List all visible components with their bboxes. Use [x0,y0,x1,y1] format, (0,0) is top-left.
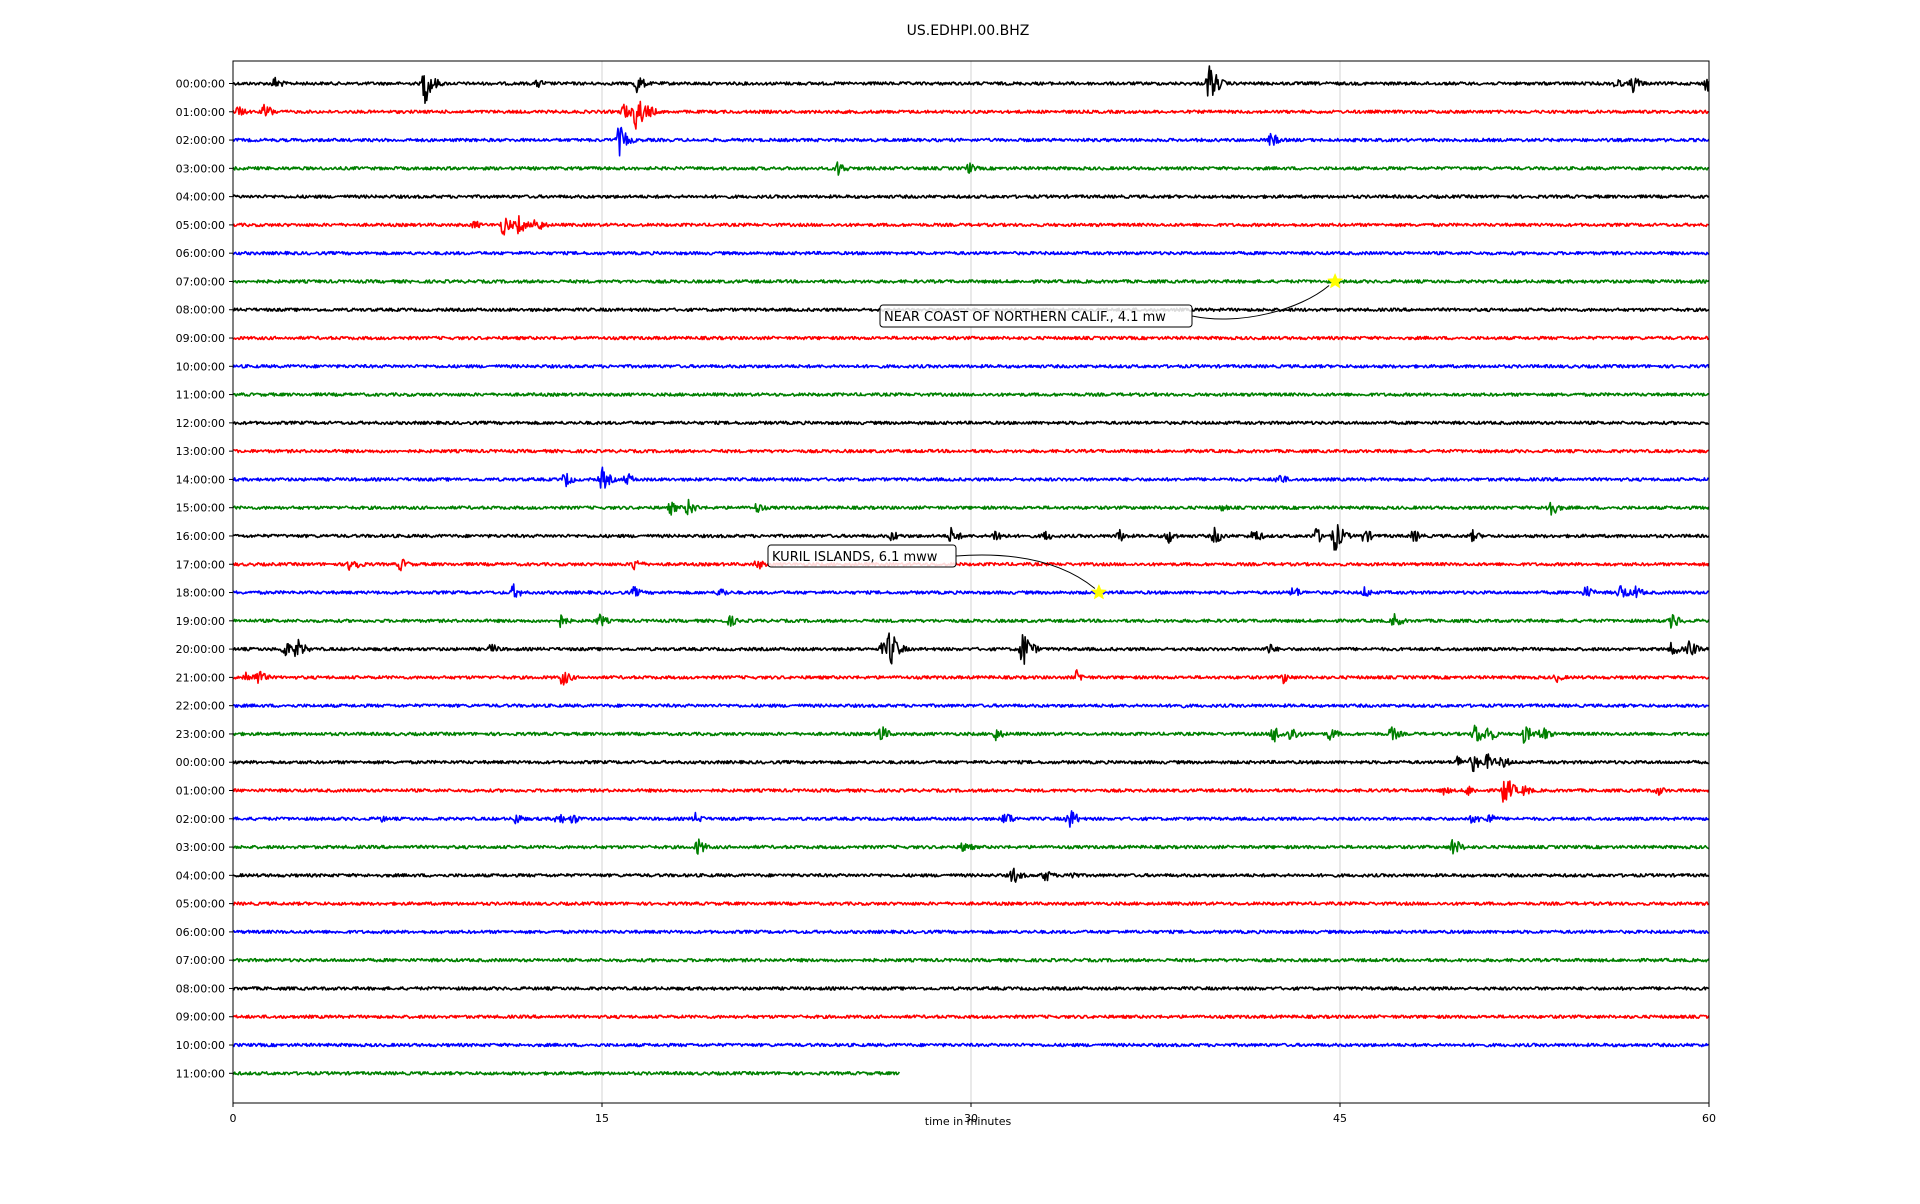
seismogram-trace [232,250,1710,256]
row-time-label: 06:00:00 [176,926,225,939]
seismogram-trace [232,1042,1710,1048]
seismogram-trace [232,780,1710,803]
row-time-label: 02:00:00 [176,813,225,826]
row-time-label: 01:00:00 [176,106,225,119]
seismogram-trace [232,420,1710,426]
row-time-label: 19:00:00 [176,615,225,628]
seismogram-trace [232,1014,1710,1020]
seismogram-trace [232,810,1710,828]
row-time-label: 13:00:00 [176,445,225,458]
seismogram-trace [232,448,1709,454]
seismogram-trace [232,703,1710,709]
row-time-label: 06:00:00 [176,247,225,260]
row-time-label: 03:00:00 [176,841,225,854]
event-star-icon [1326,272,1344,289]
seismogram-traces [232,65,1710,1076]
row-time-label: 03:00:00 [176,162,225,175]
row-time-label: 04:00:00 [176,191,225,204]
event-connector [955,554,1096,589]
row-time-label: 09:00:00 [176,1011,225,1024]
row-time-label: 11:00:00 [176,1067,225,1080]
event-label: NEAR COAST OF NORTHERN CALIF., 4.1 mw [884,310,1166,325]
event-label: KURIL ISLANDS, 6.1 mww [772,550,938,565]
row-time-label: 07:00:00 [176,275,225,288]
x-tick-label: 15 [595,1112,609,1125]
row-time-label: 02:00:00 [176,134,225,147]
seismogram-trace [232,363,1710,369]
seismogram-trace [232,523,1710,551]
row-time-label: 20:00:00 [176,643,225,656]
seismogram-trace [232,466,1710,489]
seismogram-trace [232,901,1710,907]
event-annotations: NEAR COAST OF NORTHERN CALIF., 4.1 mw KUR… [767,272,1344,600]
event-label-box [767,544,957,568]
x-tick-label: 30 [964,1112,978,1125]
row-time-label: 10:00:00 [176,1039,225,1052]
x-tick-label: 0 [230,1112,237,1125]
seismogram-trace [232,632,1710,665]
seismogram-trace [232,957,1710,963]
seismogram-trace [232,1071,901,1076]
row-time-label: 16:00:00 [176,530,225,543]
seismogram-trace [232,929,1709,935]
row-time-label: 14:00:00 [176,473,225,486]
row-time-label: 22:00:00 [176,700,225,713]
seismogram-trace [232,126,1710,157]
row-time-label: 11:00:00 [176,389,225,402]
grid-lines [601,61,1341,1103]
row-time-label: 23:00:00 [176,728,225,741]
chart-title: US.EDHPI.00.BHZ [907,23,1030,39]
x-axis-ticks: 0 15 30 45 60 [230,1103,1716,1125]
seismogram-trace [232,100,1710,130]
row-time-label: 18:00:00 [176,587,225,600]
seismogram-trace [232,161,1710,176]
seismogram-trace [232,986,1709,991]
seismogram-trace [232,558,1710,572]
seismogram-trace [232,838,1710,855]
x-tick-label: 60 [1702,1112,1716,1125]
x-axis-label: time in minutes [925,1115,1012,1128]
row-time-label: 12:00:00 [176,417,225,430]
seismogram-trace [232,724,1710,744]
seismogram-trace [232,392,1709,397]
seismogram-trace [232,669,1710,686]
row-time-label: 17:00:00 [176,558,225,571]
row-time-label: 05:00:00 [176,219,225,232]
row-time-label: 08:00:00 [176,982,225,995]
row-time-label: 00:00:00 [176,756,225,769]
x-tick-label: 45 [1333,1112,1347,1125]
row-time-label: 21:00:00 [176,671,225,684]
seismogram-trace [232,215,1710,236]
seismogram-trace [232,753,1709,773]
seismogram-trace [232,278,1710,284]
row-time-labels: 00:00:00 01:00:00 02:00:00 03:00:00 04:00:00… [176,78,233,1080]
seismogram-trace [232,335,1710,341]
row-time-label: 09:00:00 [176,332,225,345]
seismogram-trace [232,65,1710,104]
seismogram-trace [232,194,1710,199]
seismogram-trace [232,612,1710,629]
row-time-label: 10:00:00 [176,360,225,373]
row-time-label: 00:00:00 [176,78,225,91]
event-label-box [879,304,1193,328]
seismogram-trace [232,498,1710,516]
row-time-label: 01:00:00 [176,785,225,798]
seismogram-trace [232,867,1710,883]
row-time-label: 15:00:00 [176,502,225,515]
row-time-label: 05:00:00 [176,898,225,911]
event-star-icon [1090,583,1108,600]
row-time-label: 07:00:00 [176,954,225,967]
row-time-label: 04:00:00 [176,869,225,882]
event-connector [1191,285,1330,320]
seismogram-trace [232,583,1710,599]
row-time-label: 08:00:00 [176,304,225,317]
